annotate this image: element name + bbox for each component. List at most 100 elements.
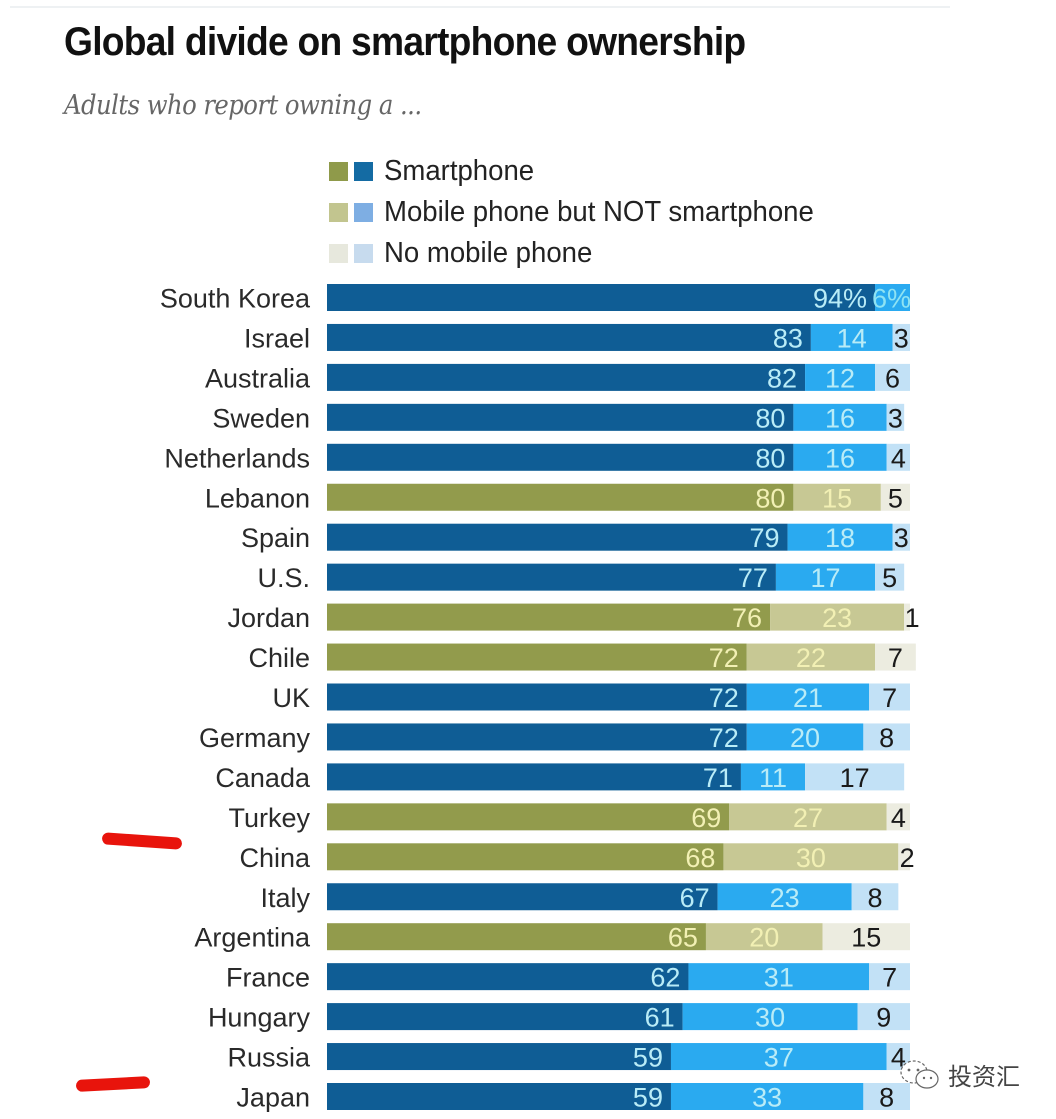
bar-none <box>886 403 905 431</box>
category-label: Netherlands <box>164 443 310 473</box>
value-label: 3 <box>888 403 903 433</box>
legend-label: Smartphone <box>384 154 535 187</box>
value-label: 7 <box>882 963 897 993</box>
category-label: South Korea <box>160 284 311 314</box>
value-label: 8 <box>868 883 883 913</box>
value-label: 11 <box>759 763 787 793</box>
value-label: 15 <box>822 483 852 513</box>
bar-none <box>886 803 910 831</box>
bar-none <box>863 1083 910 1110</box>
value-label: 37 <box>764 1043 794 1073</box>
bar-mobile <box>682 1003 858 1031</box>
value-label: 4 <box>891 443 906 473</box>
value-label: 67 <box>680 883 710 913</box>
value-label: 80 <box>755 403 785 433</box>
category-label: Italy <box>260 883 310 913</box>
bar-smartphone <box>327 603 771 631</box>
value-label: 72 <box>709 683 739 713</box>
bar-mobile <box>740 763 806 791</box>
bar-smartphone <box>327 363 806 391</box>
value-label: 20 <box>749 923 779 953</box>
bar-smartphone <box>327 723 747 751</box>
bar-smartphone <box>327 523 788 551</box>
category-label: Australia <box>205 363 311 393</box>
category-label: France <box>226 963 310 993</box>
bar-smartphone <box>327 483 794 511</box>
bar-smartphone <box>327 803 730 831</box>
legend-label: Mobile phone but NOT smartphone <box>384 195 814 228</box>
value-label: 80 <box>755 443 785 473</box>
bar-none <box>898 843 910 871</box>
value-label: 14 <box>837 323 867 353</box>
category-label: Israel <box>244 323 310 353</box>
value-label: 71 <box>703 763 733 793</box>
bar-smartphone <box>327 683 747 711</box>
value-label: 59 <box>633 1083 663 1113</box>
value-label: 83 <box>773 323 803 353</box>
value-label: 61 <box>645 1003 675 1033</box>
bar-mobile <box>746 723 864 751</box>
bar-none <box>892 523 910 551</box>
bar-mobile <box>746 683 870 711</box>
legend-label: No mobile phone <box>384 236 593 269</box>
bar-none <box>875 363 910 391</box>
bar-mobile <box>723 843 899 871</box>
value-label: 27 <box>793 803 823 833</box>
category-label: Turkey <box>228 803 310 833</box>
value-label: 7 <box>888 643 903 673</box>
legend-item-smartphone: Smartphone <box>329 154 542 188</box>
bar-smartphone <box>327 1043 671 1071</box>
value-label: 30 <box>755 1003 785 1033</box>
value-label: 68 <box>685 843 715 873</box>
bar-mobile <box>805 363 876 391</box>
bar-none <box>857 1003 910 1031</box>
wechat-icon <box>900 1059 939 1089</box>
watermark-text: 投资汇 <box>948 1063 1020 1091</box>
value-label: 76 <box>732 603 762 633</box>
bar-none <box>886 443 910 471</box>
bar-mobile <box>793 483 881 511</box>
category-label: Canada <box>215 763 311 793</box>
bar-mobile <box>729 803 887 831</box>
legend-swatch-olive <box>329 161 348 181</box>
chart-subtitle: Adults who report owning a ... <box>64 90 422 121</box>
bar-none <box>904 603 910 631</box>
category-label: UK <box>272 683 310 713</box>
category-label: Sweden <box>212 403 310 433</box>
value-label: 8 <box>879 723 894 753</box>
value-label: 16 <box>825 443 855 473</box>
bar-none <box>805 763 905 791</box>
value-label: 77 <box>738 563 768 593</box>
value-label: 80 <box>755 483 785 513</box>
watermark: 投资汇 <box>898 1057 1020 1092</box>
value-label: 31 <box>764 963 794 993</box>
bar-smartphone <box>327 883 718 911</box>
bar-none <box>875 563 905 591</box>
bar-mobile <box>787 523 893 551</box>
value-label: 7 <box>882 683 897 713</box>
legend-swatch-blue <box>354 161 373 181</box>
category-label: Jordan <box>227 603 310 633</box>
value-label: 15 <box>851 923 881 953</box>
bar-smartphone <box>327 323 811 351</box>
legend-item-mobile-not-smartphone: Mobile phone but NOT smartphone <box>329 195 836 229</box>
value-label: 79 <box>750 523 780 553</box>
value-label: 3 <box>894 523 909 553</box>
bar-none <box>886 1043 910 1071</box>
bar-smartphone <box>327 963 689 991</box>
category-label: Hungary <box>208 1003 311 1033</box>
value-label: 23 <box>770 883 800 913</box>
bar-smartphone <box>327 284 876 311</box>
category-label: Japan <box>236 1083 310 1113</box>
value-label: 3 <box>894 323 909 353</box>
value-label: 5 <box>888 483 903 513</box>
bar-mobile <box>875 284 910 311</box>
value-label: 16 <box>825 403 855 433</box>
bar-smartphone <box>327 763 741 791</box>
value-label: 6% <box>872 284 911 314</box>
category-label: U.S. <box>257 563 310 593</box>
value-label: 12 <box>825 363 855 393</box>
bar-mobile <box>717 883 852 911</box>
bar-none <box>822 923 910 951</box>
